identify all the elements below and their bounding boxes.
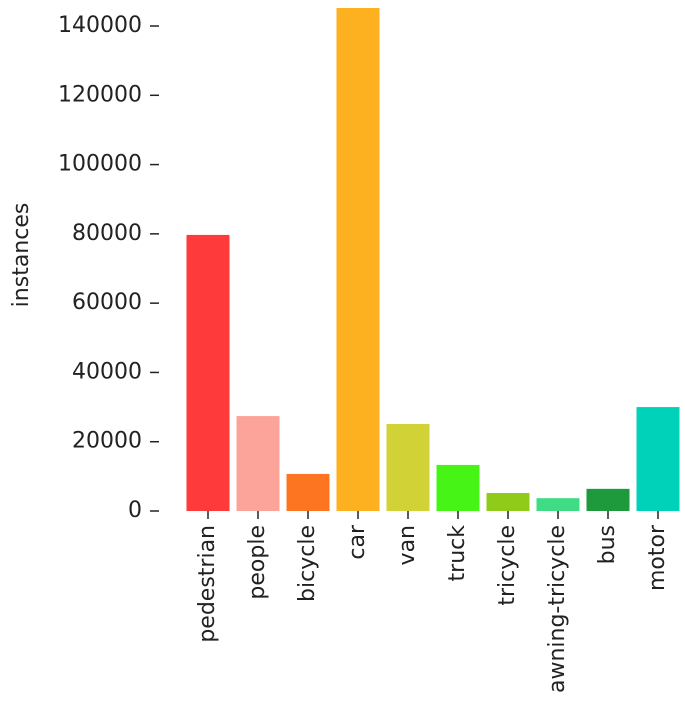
y-tick-label: 60000 <box>72 290 142 315</box>
bar <box>336 8 380 511</box>
bar <box>236 416 280 511</box>
bar <box>186 234 230 511</box>
bar <box>636 407 680 511</box>
bar <box>586 488 630 511</box>
x-tick-label: car <box>345 524 370 560</box>
bar <box>286 473 330 511</box>
y-tick-label: 40000 <box>72 359 142 384</box>
y-tick-label: 140000 <box>58 13 142 38</box>
x-tick-label: people <box>245 525 270 600</box>
bar <box>536 498 580 511</box>
y-tick-label: 80000 <box>72 221 142 246</box>
x-tick-label: van <box>395 525 420 565</box>
y-axis-label: instances <box>9 203 34 308</box>
x-tick-label: truck <box>445 525 470 582</box>
bar <box>436 464 480 511</box>
bar <box>486 492 530 511</box>
x-tick-label: awning-tricycle <box>545 525 570 693</box>
y-tick-label: 120000 <box>58 82 142 107</box>
x-tick-label: tricycle <box>495 525 520 606</box>
x-tick-label: pedestrian <box>195 525 220 643</box>
y-tick-label: 100000 <box>58 152 142 177</box>
x-tick-label: bicycle <box>295 525 320 602</box>
x-tick-label: bus <box>595 525 620 564</box>
y-tick-label: 0 <box>128 498 142 523</box>
bar <box>386 424 430 511</box>
x-tick-label: motor <box>645 524 670 591</box>
y-tick-label: 20000 <box>72 429 142 454</box>
